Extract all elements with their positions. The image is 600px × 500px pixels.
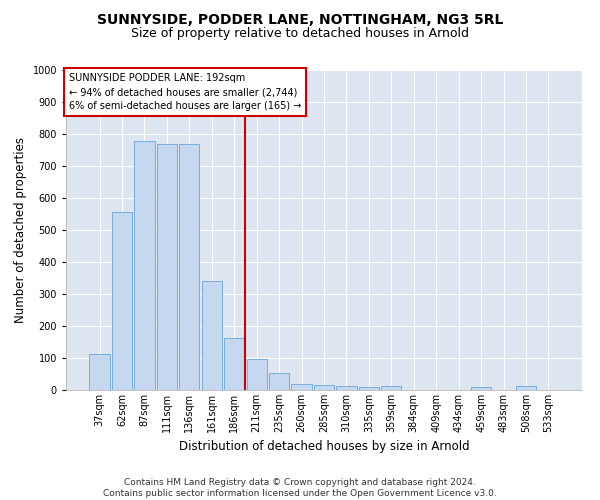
Bar — [292, 384, 311, 390]
Bar — [269, 373, 289, 390]
Bar — [247, 359, 267, 390]
Bar — [471, 387, 491, 390]
Text: Size of property relative to detached houses in Arnold: Size of property relative to detached ho… — [131, 28, 469, 40]
Bar — [112, 212, 132, 390]
Bar — [337, 386, 356, 390]
Bar — [134, 141, 155, 390]
Bar — [202, 280, 222, 390]
Text: Contains HM Land Registry data © Crown copyright and database right 2024.
Contai: Contains HM Land Registry data © Crown c… — [103, 478, 497, 498]
Bar — [516, 386, 536, 390]
Bar — [381, 386, 401, 390]
Bar — [224, 338, 244, 390]
Bar — [157, 144, 177, 390]
Bar — [314, 385, 334, 390]
Text: SUNNYSIDE PODDER LANE: 192sqm
← 94% of detached houses are smaller (2,744)
6% of: SUNNYSIDE PODDER LANE: 192sqm ← 94% of d… — [68, 73, 301, 111]
Y-axis label: Number of detached properties: Number of detached properties — [14, 137, 27, 323]
Bar — [89, 354, 110, 390]
Text: SUNNYSIDE, PODDER LANE, NOTTINGHAM, NG3 5RL: SUNNYSIDE, PODDER LANE, NOTTINGHAM, NG3 … — [97, 12, 503, 26]
X-axis label: Distribution of detached houses by size in Arnold: Distribution of detached houses by size … — [179, 440, 469, 454]
Bar — [359, 387, 379, 390]
Bar — [179, 144, 199, 390]
